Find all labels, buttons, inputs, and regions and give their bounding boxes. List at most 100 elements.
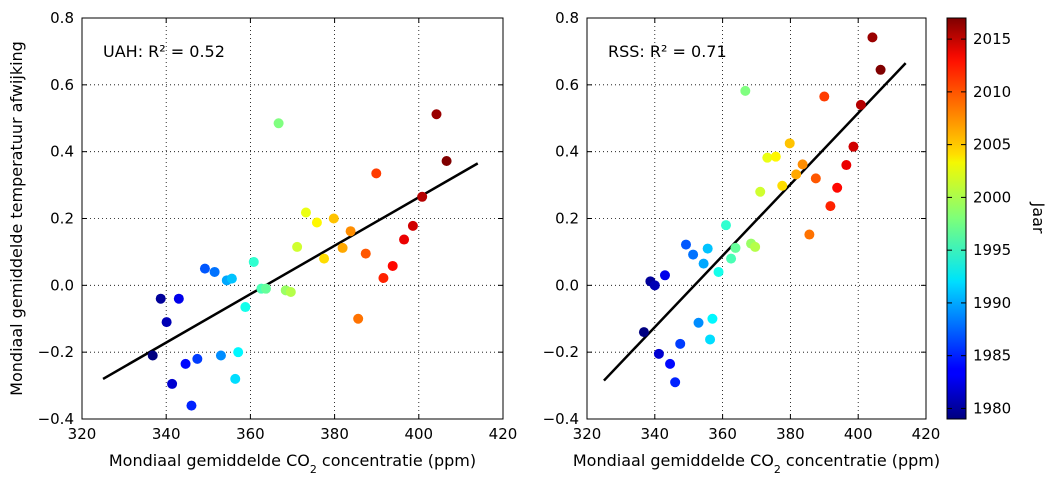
data-point xyxy=(713,266,724,277)
data-point xyxy=(698,258,709,269)
x-tick-label: 320 xyxy=(573,425,602,443)
data-point xyxy=(311,217,322,228)
data-point xyxy=(707,313,718,324)
data-point xyxy=(345,226,356,237)
x-tick-label: 360 xyxy=(236,425,265,443)
data-point xyxy=(797,159,808,170)
x-tick-label: 340 xyxy=(640,425,669,443)
data-point xyxy=(750,241,761,252)
data-point xyxy=(848,141,859,152)
data-point xyxy=(762,152,773,163)
data-point xyxy=(705,334,716,345)
data-point xyxy=(431,109,442,120)
data-point xyxy=(292,241,303,252)
data-point xyxy=(180,358,191,369)
y-tick-label: 0.0 xyxy=(555,276,579,294)
colorbar-tick-label: 2000 xyxy=(973,188,1011,206)
data-point xyxy=(417,191,428,202)
r-squared-annotation: UAH: R² = 0.52 xyxy=(103,42,225,61)
data-point xyxy=(702,243,713,254)
x-tick-label: 360 xyxy=(708,425,737,443)
colorbar: 1980 1985 1990 1995 2000 2005 2010 2015 Jaar xyxy=(946,17,1048,420)
y-tick-label: 0.4 xyxy=(555,143,579,161)
trendline-group xyxy=(603,62,907,382)
data-point xyxy=(328,213,339,224)
data-point xyxy=(675,338,686,349)
x-tick-label: 380 xyxy=(320,425,349,443)
data-point xyxy=(653,348,664,359)
colorbar-tick-label: 1980 xyxy=(973,399,1011,417)
data-point xyxy=(399,234,410,245)
axes-frame xyxy=(81,17,504,420)
data-points xyxy=(147,109,452,411)
data-point xyxy=(260,283,271,294)
data-point xyxy=(407,220,418,231)
uah-scatter-panel: 320 340 360 380 400 420 −0.4 −0.2 0.0 0.2 0.4 0.6 0.… xyxy=(7,9,517,476)
data-point xyxy=(825,201,836,212)
data-point xyxy=(819,91,830,102)
data-point xyxy=(784,138,795,149)
data-point xyxy=(337,242,348,253)
data-point xyxy=(720,220,731,231)
data-point xyxy=(161,317,172,328)
y-tick-label: 0.2 xyxy=(50,210,74,228)
trendline-group xyxy=(102,162,479,380)
y-tick-label: 0.8 xyxy=(50,9,74,27)
data-point xyxy=(867,32,878,43)
data-point xyxy=(192,353,203,364)
data-point xyxy=(665,358,676,369)
axis-ticks: 320 340 360 380 400 420 −0.4 −0.2 0.0 0.2 0.4 0.6 0.… xyxy=(38,9,518,443)
data-point xyxy=(832,182,843,193)
data-point xyxy=(167,378,178,389)
x-tick-label: 420 xyxy=(912,425,941,443)
y-tick-label: 0.8 xyxy=(555,9,579,27)
data-point xyxy=(360,248,371,259)
data-point xyxy=(777,180,788,191)
data-point xyxy=(791,169,802,180)
colorbar-tick-label: 2015 xyxy=(973,30,1011,48)
x-tick-label: 320 xyxy=(68,425,97,443)
y-tick-label: 0.6 xyxy=(50,76,74,94)
data-point xyxy=(186,400,197,411)
colorbar-tick-label: 2005 xyxy=(973,136,1011,154)
colorbar-tick-label: 2010 xyxy=(973,83,1011,101)
data-point xyxy=(810,173,821,184)
colorbar-label: Jaar xyxy=(1029,202,1048,234)
data-point xyxy=(199,263,210,274)
x-axis-label: Mondiaal gemiddelde CO2 concentratie (pp… xyxy=(573,451,940,476)
data-point xyxy=(273,118,284,129)
x-tick-label: 400 xyxy=(404,425,433,443)
data-point xyxy=(680,239,691,250)
data-point xyxy=(285,287,296,298)
y-tick-label: −0.4 xyxy=(38,410,74,428)
x-tick-label: 340 xyxy=(152,425,181,443)
colorbar-tick-label: 1995 xyxy=(973,241,1011,259)
x-axis-label: Mondiaal gemiddelde CO2 concentratie (pp… xyxy=(109,451,476,476)
data-point xyxy=(730,242,741,253)
data-point xyxy=(875,64,886,75)
trend-line xyxy=(102,162,479,380)
data-point xyxy=(215,350,226,361)
y-tick-label: 0.4 xyxy=(50,143,74,161)
y-tick-label: −0.2 xyxy=(543,343,579,361)
r-squared-annotation: RSS: R² = 0.71 xyxy=(608,42,727,61)
x-tick-label: 400 xyxy=(844,425,873,443)
colorbar-tick-label: 1990 xyxy=(973,294,1011,312)
grid-lines xyxy=(81,17,504,420)
rss-scatter-panel: 320 340 360 380 400 420 −0.4 −0.2 0.0 0.2 0.4 0.6 0.… xyxy=(543,9,941,476)
data-point xyxy=(226,273,237,284)
x-tick-label: 380 xyxy=(776,425,805,443)
data-point xyxy=(670,377,681,388)
data-point xyxy=(155,293,166,304)
data-point xyxy=(230,373,241,384)
data-point xyxy=(441,156,452,167)
data-point xyxy=(755,186,766,197)
y-tick-label: 0.0 xyxy=(50,276,74,294)
y-tick-label: −0.4 xyxy=(543,410,579,428)
data-point xyxy=(770,151,781,162)
data-point xyxy=(649,280,660,291)
data-point xyxy=(173,293,184,304)
data-point xyxy=(387,260,398,271)
axis-ticks: 320 340 360 380 400 420 −0.4 −0.2 0.0 0.2 0.4 0.6 0.… xyxy=(543,9,941,443)
